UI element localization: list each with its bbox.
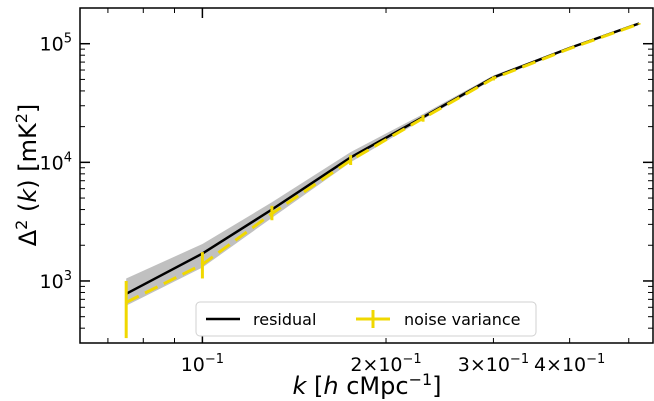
- y-tick-label: 104: [40, 150, 72, 174]
- x-tick-label-group: 3×10−1: [458, 352, 529, 376]
- y-tick-label-group: 103: [40, 269, 72, 293]
- x-tick-label: 3×10−1: [458, 352, 529, 376]
- series-layer: [124, 22, 641, 339]
- x-tick-label: 4×10−1: [534, 352, 605, 376]
- x-tick-label: 10−1: [181, 352, 224, 376]
- y-axis-label: Δ2 (k) [mK2]: [12, 104, 42, 247]
- legend: residual noise variance: [195, 301, 537, 337]
- residual-line: [125, 22, 640, 295]
- y-tick-label-group: 105: [40, 32, 72, 56]
- x-tick-label-group: 10−1: [181, 352, 224, 376]
- confidence-band-layer: [126, 22, 640, 306]
- x-axis-label: k [h cMpc−1]: [292, 370, 441, 400]
- residual-confidence-band: [126, 22, 640, 306]
- plot-frame: [79, 7, 654, 344]
- x-tick-label-group: 4×10−1: [534, 352, 605, 376]
- legend-label-residual: residual: [253, 310, 316, 329]
- y-tick-label: 103: [40, 269, 72, 293]
- y-tick-label: 105: [40, 32, 72, 56]
- legend-label-noise-variance: noise variance: [404, 310, 521, 329]
- y-tick-label-group: 104: [40, 150, 72, 174]
